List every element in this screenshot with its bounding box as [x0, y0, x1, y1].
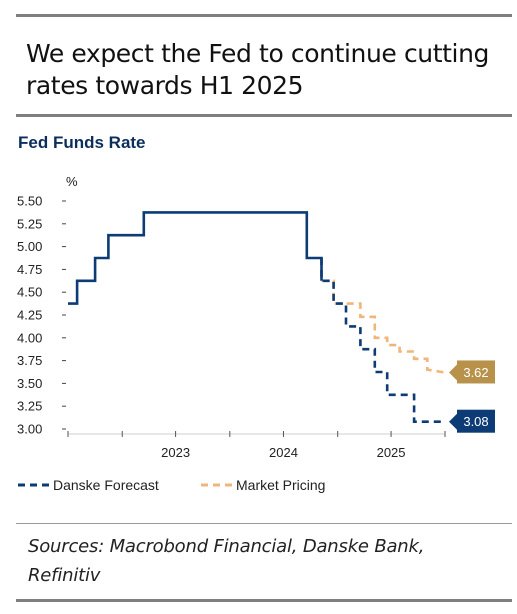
source-rule: [16, 523, 512, 524]
y-tick-label: 4.25: [17, 308, 42, 323]
title-rule: [16, 114, 512, 117]
y-tick-label: 3.75: [17, 353, 42, 368]
legend-item-market-pricing: Market Pricing: [201, 477, 325, 493]
series-layer: [68, 211, 446, 424]
y-tick-label: 3.00: [17, 422, 42, 437]
y-tick-label: 4.75: [17, 262, 42, 277]
y-tick-label: 5.25: [17, 216, 42, 231]
y-tick-label: 5.50: [17, 194, 42, 209]
chart-title: Fed Funds Rate: [18, 133, 146, 152]
y-tick-label: 3.25: [17, 399, 42, 414]
y-axis-unit-label: %: [66, 174, 78, 189]
fed-funds-chart: % 5.50 5.25 5.00 4.75 4.50 4.25 4.00 3.75 3.50 3.…: [17, 174, 495, 493]
y-tick-label: 4.00: [17, 330, 42, 345]
page-title: We expect the Fed to continue cutting ra…: [26, 39, 489, 100]
legend-label: Market Pricing: [236, 477, 325, 493]
source-note: Sources: Macrobond Financial, Danske Ban…: [28, 536, 425, 586]
x-tick-label: 2024: [269, 445, 298, 460]
x-axis: 2023 2024 2025: [67, 431, 446, 460]
legend-label: Danske Forecast: [53, 477, 159, 493]
series-danske-forecast-actual: [68, 211, 323, 305]
legend-item-danske-forecast: Danske Forecast: [18, 477, 159, 493]
y-tick-label: 3.50: [17, 376, 42, 391]
legend: Danske Forecast Market Pricing: [18, 477, 325, 493]
end-label-value: 3.08: [463, 414, 488, 429]
series-danske-forecast-projection: [320, 258, 445, 424]
top-rule: [16, 14, 512, 17]
end-label-danske-forecast: 3.08: [449, 409, 495, 433]
series-market-pricing: [321, 279, 446, 374]
bottom-rule: [16, 599, 512, 602]
y-tick-label: 5.00: [17, 239, 42, 254]
end-labels: 3.08 3.62: [449, 360, 495, 433]
x-tick-label: 2023: [161, 445, 190, 460]
end-label-value: 3.62: [463, 365, 488, 380]
x-tick-label: 2025: [377, 445, 406, 460]
end-label-market-pricing: 3.62: [449, 360, 495, 384]
y-tick-label: 4.50: [17, 285, 42, 300]
y-axis: 5.50 5.25 5.00 4.75 4.50 4.25 4.00 3.75 3.50 3.25…: [17, 194, 66, 437]
